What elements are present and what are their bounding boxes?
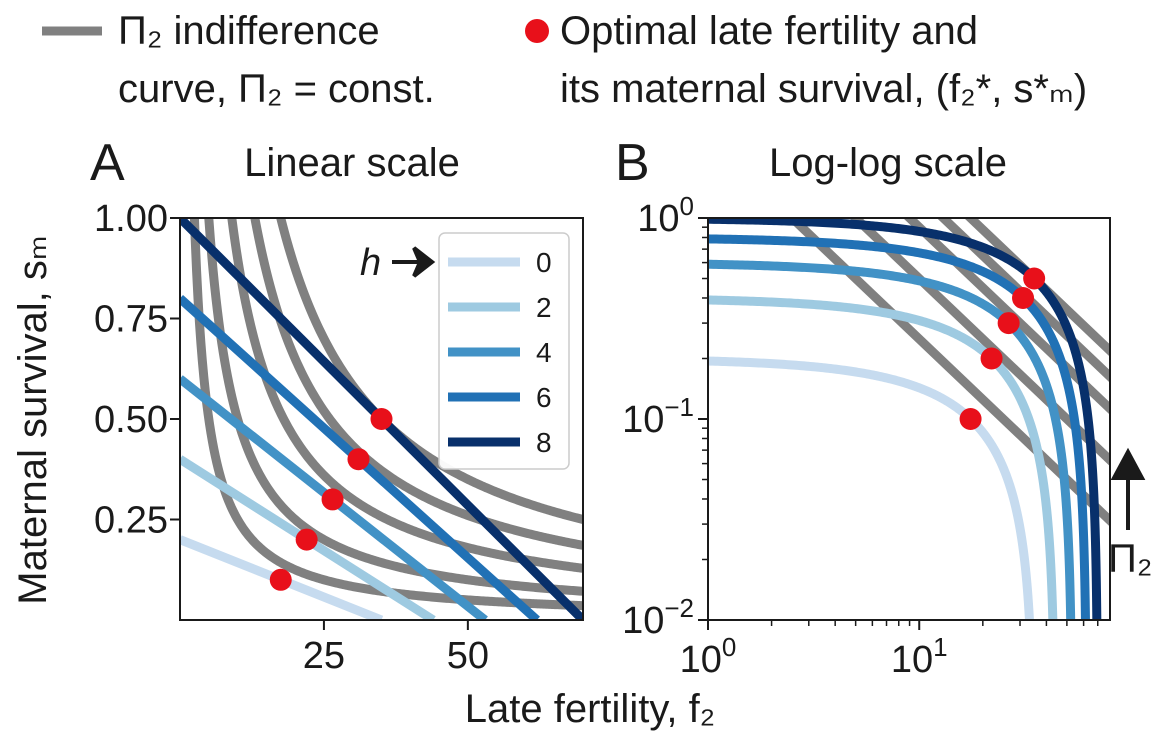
- panel-b-ticks: 100 101 100 10−1 10−2: [622, 191, 1099, 681]
- panel-a-optimal-point-2: [321, 488, 344, 511]
- panel-a-indifference-curve-3: [250, 218, 583, 550]
- h-legend-label-2: 2: [536, 292, 552, 323]
- panel-b-optimal-point-0: [959, 408, 982, 430]
- panel-b-optimal-point-4: [1023, 267, 1046, 290]
- legend-optimal-line1: Optimal late fertility and: [560, 9, 978, 53]
- panel-a-y-tick-label-1: 0.50: [94, 399, 168, 441]
- panel-a-optimal-point-1: [295, 528, 318, 551]
- pi-label: Π₂: [1108, 537, 1152, 581]
- panel-b-tradeoff-curve-h6: [708, 234, 1090, 620]
- panel-b-tradeoff-curve-h0: [708, 356, 1034, 620]
- panel-a-plot-area: [180, 218, 583, 620]
- panel-b: 100 101 100 10−1 10−2 Π₂: [622, 191, 1152, 681]
- panel-a-indifference-curve-4: [276, 218, 583, 525]
- panel-b-x-tick-label-0: 100: [680, 632, 737, 681]
- panel-b-y-tick-label-0: 100: [637, 191, 694, 240]
- panel-a-optimal-point-4: [370, 408, 393, 430]
- h-legend-label-6: 6: [536, 382, 552, 413]
- top-legend: Π₂ indifference curve, Π₂ = const. Optim…: [42, 9, 1087, 111]
- panel-b-plot-area: [708, 218, 1110, 620]
- pi-arrow-annotation: Π₂: [1108, 447, 1152, 581]
- panel-a-letter: A: [90, 134, 125, 192]
- panel-b-optimal-point-1: [980, 347, 1003, 370]
- panel-b-optimal-points: [959, 267, 1046, 430]
- h-arrow-icon: [392, 246, 436, 278]
- panel-a-x-tick-label-1: 50: [447, 635, 489, 677]
- panel-a-title: Linear scale: [244, 141, 460, 185]
- panel-b-tradeoff-curve-h2: [708, 295, 1058, 620]
- panel-b-y-tick-label-2: 10−2: [622, 593, 694, 642]
- h-legend-entries: 0 2 4 6 8: [448, 247, 552, 458]
- panel-b-title: Log-log scale: [769, 141, 1007, 185]
- h-label: h: [360, 242, 381, 284]
- panel-b-y-tick-label-1: 10−1: [622, 392, 694, 441]
- h-legend: 0 2 4 6 8 h: [360, 232, 570, 470]
- panel-b-x-tick-label-1: 101: [891, 632, 948, 681]
- panel-b-tradeoff-curves: [708, 218, 1102, 620]
- panel-b-optimal-point-2: [997, 312, 1020, 335]
- panel-a-indifference-curve-2: [227, 218, 583, 573]
- legend-optimal-line2: its maternal survival, (f₂*, s*ₘ): [560, 67, 1087, 111]
- legend-optimal-swatch: [525, 19, 549, 43]
- panel-b-optimal-point-3: [1012, 286, 1035, 309]
- panel-a-indifference-curves: [189, 218, 583, 611]
- panel-a-optimal-point-3: [347, 448, 370, 471]
- panel-a-ticks: 25 50 0.25 0.50 0.75 1.00: [94, 198, 489, 677]
- panel-a: 25 50 0.25 0.50 0.75 1.00 0 2 4 6 8 h: [94, 198, 584, 677]
- panel-b-letter: B: [615, 134, 650, 192]
- panel-b-tradeoff-curve-h4: [708, 259, 1076, 620]
- panel-b-tradeoff-curve-h8: [708, 218, 1102, 620]
- panel-a-y-tick-label-2: 0.75: [94, 299, 168, 341]
- x-axis-label: Late fertility, f₂: [465, 687, 715, 731]
- pi-arrow-icon: [1110, 447, 1146, 530]
- panel-a-optimal-point-0: [269, 568, 292, 591]
- panel-a-x-tick-label-0: 25: [303, 635, 345, 677]
- legend-indifference-line2: curve, Π₂ = const.: [118, 67, 435, 111]
- panel-a-indifference-curve-1: [204, 218, 583, 596]
- y-axis-label: Maternal survival, sₘ: [11, 235, 55, 604]
- panel-a-y-tick-label-0: 0.25: [94, 500, 168, 542]
- legend-indifference-line1: Π₂ indifference: [118, 9, 380, 53]
- h-legend-label-4: 4: [536, 337, 552, 368]
- h-legend-label-8: 8: [536, 427, 552, 458]
- h-legend-label-0: 0: [536, 247, 552, 278]
- panel-a-y-tick-label-3: 1.00: [94, 198, 168, 240]
- panel-a-optimal-points: [269, 408, 393, 591]
